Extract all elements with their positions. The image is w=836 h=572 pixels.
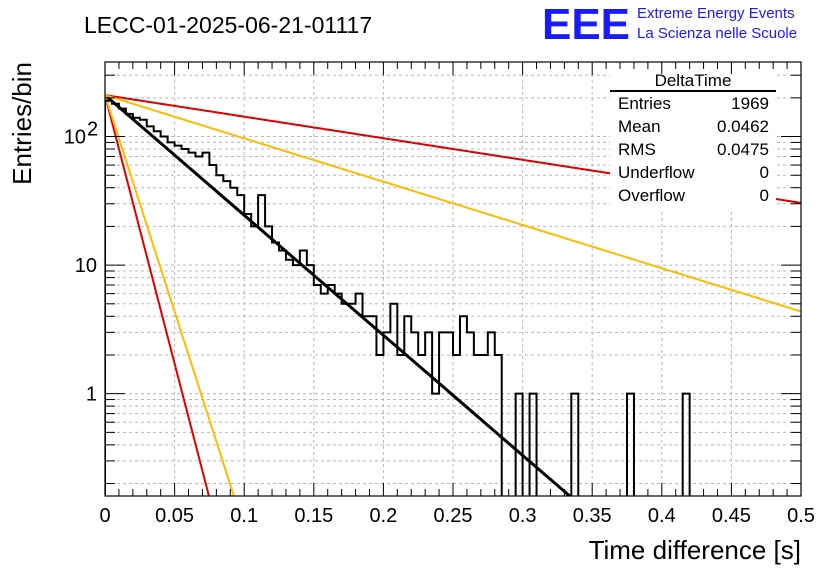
eee-logo-line2: La Scienza nelle Scuole bbox=[637, 25, 797, 42]
stats-label-underflow: Underflow bbox=[618, 163, 695, 182]
y-axis-label: Entries/bin bbox=[7, 62, 37, 185]
stats-box-background bbox=[610, 74, 776, 209]
x-tick-label: 0.2 bbox=[369, 505, 397, 527]
stats-value-entries: 1969 bbox=[731, 94, 769, 113]
fit-curve-5 bbox=[105, 94, 235, 496]
stats-box: DeltaTime Entries 1969 Mean 0.0462 RMS 0… bbox=[610, 71, 776, 209]
x-axis-ticks: 0 0.05 0.1 0.15 0.2 0.25 0.3 0.35 0.4 0.45 0.5 bbox=[99, 62, 815, 527]
stats-label-overflow: Overflow bbox=[618, 186, 686, 205]
stats-label-mean: Mean bbox=[618, 117, 661, 136]
x-tick-label: 0.25 bbox=[434, 505, 473, 527]
stats-label-rms: RMS bbox=[618, 140, 656, 159]
y-tick-label: 10 bbox=[75, 255, 97, 277]
x-tick-label: 0.45 bbox=[712, 505, 751, 527]
x-tick-label: 0.35 bbox=[573, 505, 612, 527]
x-axis-label: Time difference [s] bbox=[589, 535, 801, 565]
x-tick-label: 0.05 bbox=[155, 505, 194, 527]
stats-value-mean: 0.0462 bbox=[717, 117, 769, 136]
eee-logo-mark: EEE bbox=[542, 0, 630, 49]
fit-curve-3 bbox=[105, 94, 801, 313]
x-tick-label: 0.15 bbox=[294, 505, 333, 527]
x-tick-label: 0.4 bbox=[648, 505, 676, 527]
stats-label-entries: Entries bbox=[618, 94, 671, 113]
stats-value-underflow: 0 bbox=[760, 163, 769, 182]
fit-curve-1 bbox=[105, 93, 573, 496]
stats-value-overflow: 0 bbox=[760, 186, 769, 205]
x-tick-label: 0.5 bbox=[787, 505, 815, 527]
y-tick-label: 10 bbox=[64, 127, 86, 149]
stats-value-rms: 0.0475 bbox=[717, 140, 769, 159]
x-tick-label: 0.3 bbox=[509, 505, 537, 527]
chart-title: LECC-01-2025-06-21-01117 bbox=[84, 12, 372, 38]
y-tick-label-exponent: 2 bbox=[87, 119, 98, 141]
histogram-series bbox=[105, 99, 691, 496]
fit-curve-4 bbox=[105, 94, 210, 496]
y-tick-label: 1 bbox=[86, 384, 97, 406]
histogram-outline bbox=[105, 99, 691, 496]
x-tick-label: 0 bbox=[99, 505, 110, 527]
stats-title: DeltaTime bbox=[655, 71, 732, 90]
eee-logo-line1: Extreme Energy Events bbox=[637, 5, 795, 22]
x-tick-label: 0.1 bbox=[230, 505, 258, 527]
eee-logo: EEE Extreme Energy Events La Scienza nel… bbox=[542, 0, 797, 49]
